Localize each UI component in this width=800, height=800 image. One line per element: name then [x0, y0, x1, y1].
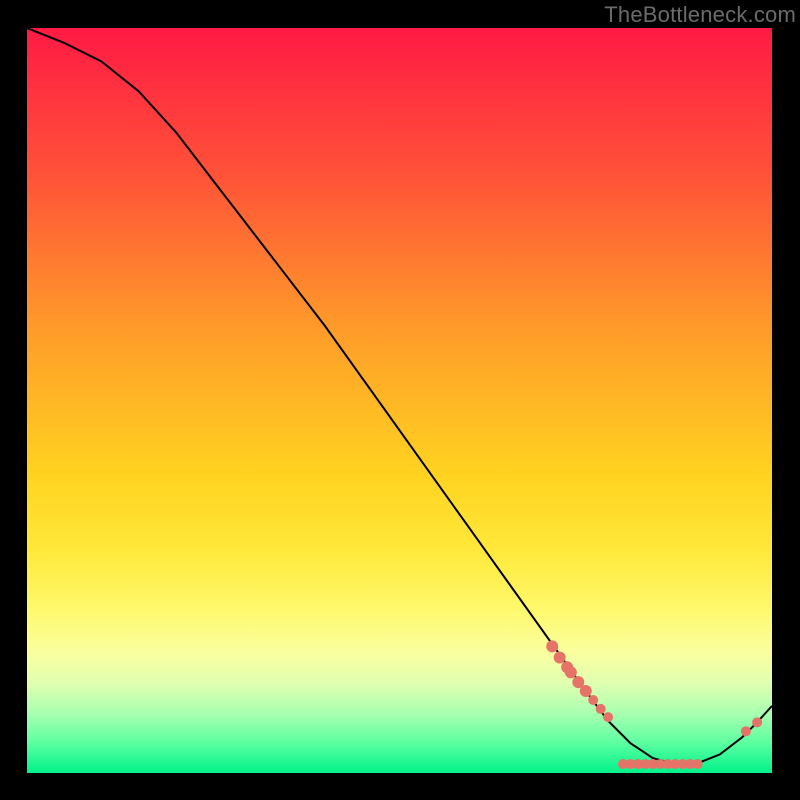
data-marker — [588, 695, 598, 705]
data-marker — [693, 759, 703, 769]
chart-container: TheBottleneck.com — [0, 0, 800, 800]
data-marker — [752, 717, 762, 727]
data-marker — [546, 640, 558, 652]
gradient-background — [27, 28, 772, 773]
data-marker — [741, 726, 751, 736]
bottleneck-chart — [0, 0, 800, 800]
data-marker — [565, 666, 577, 678]
data-marker — [596, 704, 606, 714]
watermark-text: TheBottleneck.com — [604, 2, 796, 28]
data-marker — [580, 685, 592, 697]
data-marker — [554, 652, 566, 664]
data-marker — [603, 712, 613, 722]
